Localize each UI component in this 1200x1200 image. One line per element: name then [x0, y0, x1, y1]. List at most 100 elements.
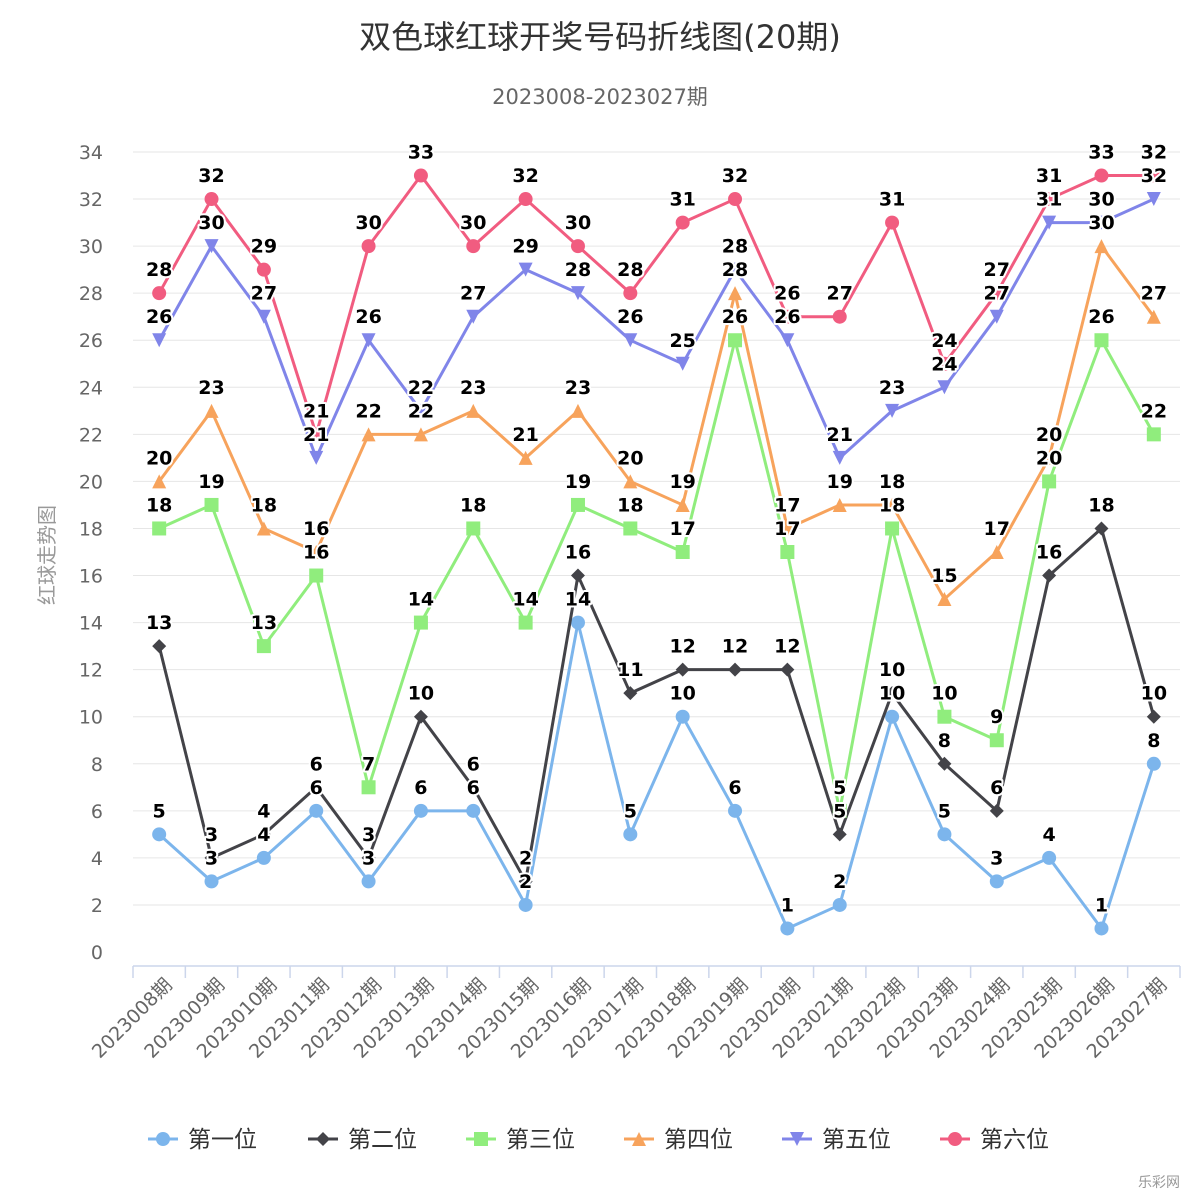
- data-label: 26: [774, 283, 800, 305]
- x-axis: 2023008期2023009期2023010期2023011期2023012期…: [88, 965, 1181, 1063]
- series-line: [157, 526, 1156, 883]
- data-label: 13: [146, 612, 172, 634]
- data-label: 17: [669, 518, 695, 540]
- data-label: 20: [617, 447, 643, 469]
- data-label: 12: [722, 636, 748, 658]
- legend-label: 第四位: [664, 1127, 733, 1153]
- data-label: 3: [205, 824, 218, 846]
- data-label: 25: [669, 330, 695, 352]
- data-point: [204, 850, 219, 865]
- data-label: 26: [1088, 306, 1114, 328]
- data-point: [256, 850, 271, 865]
- data-point: [1042, 450, 1057, 465]
- series-line: [157, 174, 1156, 436]
- data-point: [152, 521, 167, 536]
- series-6: [152, 168, 1161, 442]
- data-label: 20: [1036, 447, 1062, 469]
- data-label: 23: [198, 377, 224, 399]
- data-label: 22: [408, 400, 434, 422]
- data-label: 27: [251, 283, 277, 305]
- data-label: 33: [1088, 142, 1114, 164]
- data-point: [466, 803, 481, 818]
- data-point: [885, 709, 900, 724]
- data-label: 20: [146, 447, 172, 469]
- legend[interactable]: 第一位 第二位 第三位 第四位 第五位 第六位: [148, 1127, 1049, 1153]
- data-label: 2: [833, 871, 846, 893]
- legend-item-4[interactable]: 第四位: [624, 1127, 733, 1153]
- data-point: [623, 686, 638, 701]
- grid-lines: [133, 151, 1180, 906]
- data-point: [937, 356, 952, 371]
- data-label: 31: [879, 189, 905, 211]
- data-label: 3: [205, 847, 218, 869]
- data-label: 28: [617, 259, 643, 281]
- legend-symbol: [790, 1132, 804, 1146]
- data-label: 10: [408, 683, 434, 705]
- data-point: [728, 286, 743, 301]
- data-point: [309, 568, 324, 583]
- data-label: 12: [774, 636, 800, 658]
- data-label: 32: [512, 165, 538, 187]
- data-label: 29: [251, 236, 277, 258]
- data-point: [466, 521, 481, 536]
- data-point: [570, 403, 585, 418]
- data-label: 27: [1141, 283, 1167, 305]
- data-label: 18: [251, 494, 277, 516]
- data-label: 31: [669, 189, 695, 211]
- legend-item-1[interactable]: 第一位: [148, 1127, 257, 1153]
- data-point: [413, 427, 428, 442]
- data-label: 14: [408, 589, 434, 611]
- data-label: 10: [669, 683, 695, 705]
- data-point: [1042, 215, 1057, 230]
- legend-item-6[interactable]: 第六位: [940, 1127, 1049, 1153]
- data-label: 4: [1043, 824, 1056, 846]
- data-point: [832, 497, 847, 512]
- data-point: [518, 897, 533, 912]
- data-point: [256, 309, 271, 324]
- legend-item-5[interactable]: 第五位: [782, 1127, 891, 1153]
- data-point: [989, 545, 1004, 559]
- data-point: [885, 403, 900, 418]
- legend-item-3[interactable]: 第三位: [466, 1127, 575, 1153]
- data-label: 20: [1036, 424, 1062, 446]
- y-tick-label: 6: [91, 801, 103, 823]
- data-label: 3: [362, 824, 375, 846]
- data-point: [623, 286, 638, 301]
- data-label: 19: [198, 471, 224, 493]
- y-tick-label: 10: [79, 707, 103, 729]
- data-point: [675, 662, 690, 677]
- data-point: [780, 545, 795, 559]
- data-label: 19: [565, 471, 591, 493]
- data-point: [989, 874, 1004, 889]
- data-point: [466, 780, 481, 795]
- data-point: [1146, 168, 1161, 183]
- data-label: 5: [833, 777, 846, 799]
- data-label: 19: [669, 471, 695, 493]
- data-label: 21: [512, 424, 538, 446]
- chart-title: 双色球红球开奖号码折线图(20期): [359, 18, 841, 56]
- data-point: [1042, 850, 1057, 865]
- credit-text[interactable]: 乐彩网: [1138, 1175, 1180, 1191]
- legend-label: 第六位: [980, 1127, 1049, 1153]
- data-label: 18: [146, 494, 172, 516]
- data-label: 6: [414, 777, 427, 799]
- data-label: 10: [1141, 683, 1167, 705]
- y-tick-label: 8: [91, 754, 103, 776]
- data-point: [518, 874, 533, 889]
- data-label: 28: [722, 259, 748, 281]
- data-label: 19: [826, 471, 852, 493]
- series-line: [157, 621, 1156, 930]
- data-label: 24: [931, 353, 957, 375]
- legend-label: 第五位: [822, 1127, 891, 1153]
- data-label: 26: [774, 306, 800, 328]
- y-tick-label: 4: [91, 848, 103, 870]
- legend-label: 第一位: [188, 1127, 257, 1153]
- data-point: [204, 403, 219, 418]
- data-label: 14: [565, 589, 591, 611]
- data-point: [989, 803, 1004, 818]
- legend-item-2[interactable]: 第二位: [308, 1127, 417, 1153]
- data-point: [361, 333, 376, 348]
- data-point: [780, 333, 795, 348]
